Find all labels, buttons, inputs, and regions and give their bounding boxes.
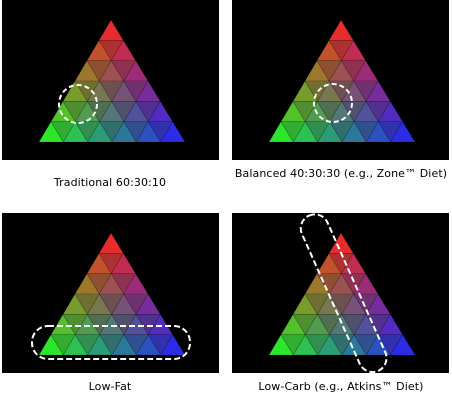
color-triangle-traditional (38, 19, 186, 143)
triangle-panel-balanced (232, 0, 449, 160)
triangle-cell (123, 121, 149, 143)
triangle-cell (341, 334, 367, 356)
triangle-cell (74, 334, 101, 356)
triangle-cell (50, 334, 76, 356)
caption-low-fat: Low-Fat (88, 380, 132, 393)
highlight-band (31, 325, 191, 360)
caption-balanced: Balanced 40:30:30 (e.g., Zone™ Diet) (234, 167, 448, 180)
caption-low-carb: Low-Carb (e.g., Atkins™ Diet) (258, 380, 424, 393)
triangle-cell (304, 334, 331, 356)
triangle-cell (328, 19, 354, 41)
triangle-cell (280, 121, 306, 143)
triangle-cell (111, 334, 137, 356)
triangle-cell (98, 232, 124, 254)
triangle-grid (38, 232, 186, 356)
triangle-cell (377, 334, 404, 356)
triangle-cell (50, 121, 76, 143)
triangle-cell (377, 121, 404, 143)
triangle-cell (390, 121, 416, 143)
triangle-grid (268, 232, 416, 356)
triangle-grid (38, 19, 186, 143)
triangle-panel-low-fat (2, 213, 219, 373)
triangle-cell (160, 121, 186, 143)
highlight-circle (58, 84, 98, 124)
triangle-cell (74, 121, 101, 143)
triangle-cell (353, 121, 379, 143)
triangle-cell (353, 334, 379, 356)
highlight-circle (313, 83, 353, 123)
triangle-cell (317, 121, 343, 143)
triangle-cell (123, 334, 149, 356)
triangle-cell (341, 121, 367, 143)
color-triangle-low-fat (31, 232, 191, 360)
triangle-cell (304, 121, 331, 143)
highlight-band (299, 213, 388, 373)
color-triangle-low-carb (268, 213, 416, 373)
triangle-cell (329, 334, 355, 356)
triangle-panel-low-carb (232, 213, 449, 373)
triangle-panel-traditional (2, 0, 219, 160)
caption-traditional: Traditional 60:30:10 (53, 176, 167, 189)
triangle-cell (87, 121, 113, 143)
triangle-cell (99, 121, 125, 143)
triangle-cell (99, 334, 125, 356)
triangle-cell (280, 334, 306, 356)
triangle-cell (87, 334, 113, 356)
triangle-cell (329, 121, 355, 143)
triangle-cell (147, 121, 174, 143)
triangle-cell (390, 334, 416, 356)
color-triangle-balanced (268, 19, 416, 143)
triangle-cell (317, 334, 343, 356)
triangle-cell (147, 334, 174, 356)
triangle-cell (160, 334, 186, 356)
triangle-grid (268, 19, 416, 143)
triangle-cell (98, 19, 124, 41)
triangle-cell (111, 121, 137, 143)
